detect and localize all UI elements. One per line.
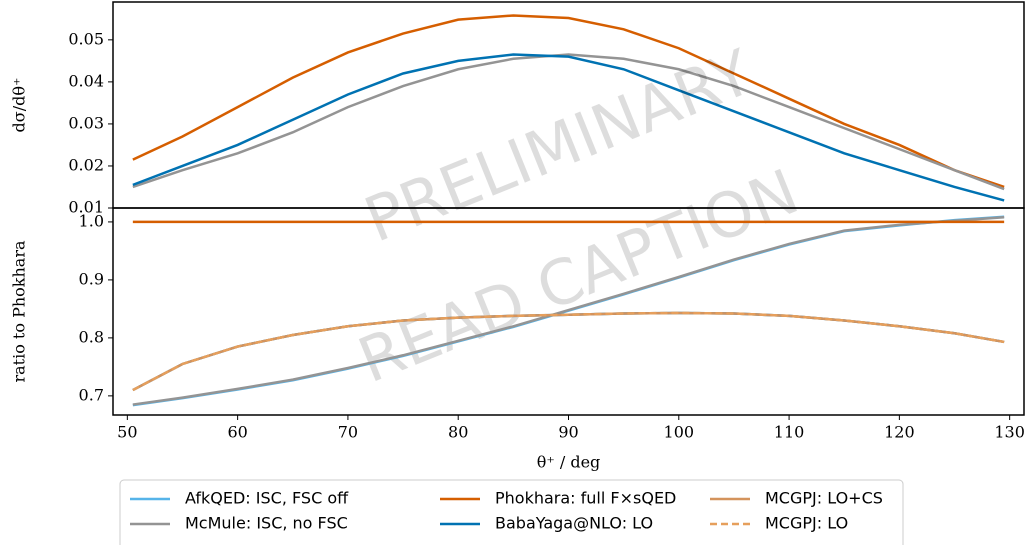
y-tick-label: 1.0 (79, 211, 104, 230)
series-line (132, 311, 1005, 392)
y-tick-label: 0.9 (79, 269, 104, 288)
series-line (132, 53, 1005, 191)
y-axis-label: ratio to Phokhara (10, 240, 29, 382)
legend-label: AfkQED: ISC, FSC off (185, 489, 349, 508)
y-tick-label: 0.7 (79, 385, 104, 404)
x-tick-label: 70 (338, 423, 358, 442)
y-tick-label: 0.04 (68, 71, 104, 90)
y-tick-label: 0.01 (68, 198, 104, 217)
series-line (132, 216, 1005, 406)
series-line (132, 53, 1005, 202)
x-tick-label: 50 (117, 423, 137, 442)
plot-frame (112, 207, 1025, 416)
legend-label: MCGPJ: LO (765, 514, 848, 533)
series-line (132, 14, 1005, 189)
y-axis-label: dσ/dθ⁺ (10, 78, 29, 133)
x-tick-label: 120 (884, 423, 915, 442)
y-tick-label: 0.02 (68, 155, 104, 174)
legend-label: BabaYaga@NLO: LO (495, 514, 653, 533)
x-tick-label: 110 (774, 423, 805, 442)
legend-label: MCGPJ: LO+CS (765, 489, 883, 508)
legend-label: Phokhara: full F×sQED (495, 489, 676, 508)
x-tick-label: 80 (448, 423, 468, 442)
x-tick-label: 60 (227, 423, 247, 442)
y-tick-label: 0.03 (68, 113, 104, 132)
x-axis-label: θ⁺ / deg (537, 453, 601, 472)
x-tick-label: 130 (994, 423, 1025, 442)
legend-label: McMule: ISC, no FSC (185, 514, 348, 533)
legend-box (119, 479, 904, 545)
y-tick-label: 0.8 (79, 327, 104, 346)
x-tick-label: 100 (664, 423, 695, 442)
y-tick-label: 0.05 (68, 29, 104, 48)
x-tick-label: 90 (558, 423, 578, 442)
